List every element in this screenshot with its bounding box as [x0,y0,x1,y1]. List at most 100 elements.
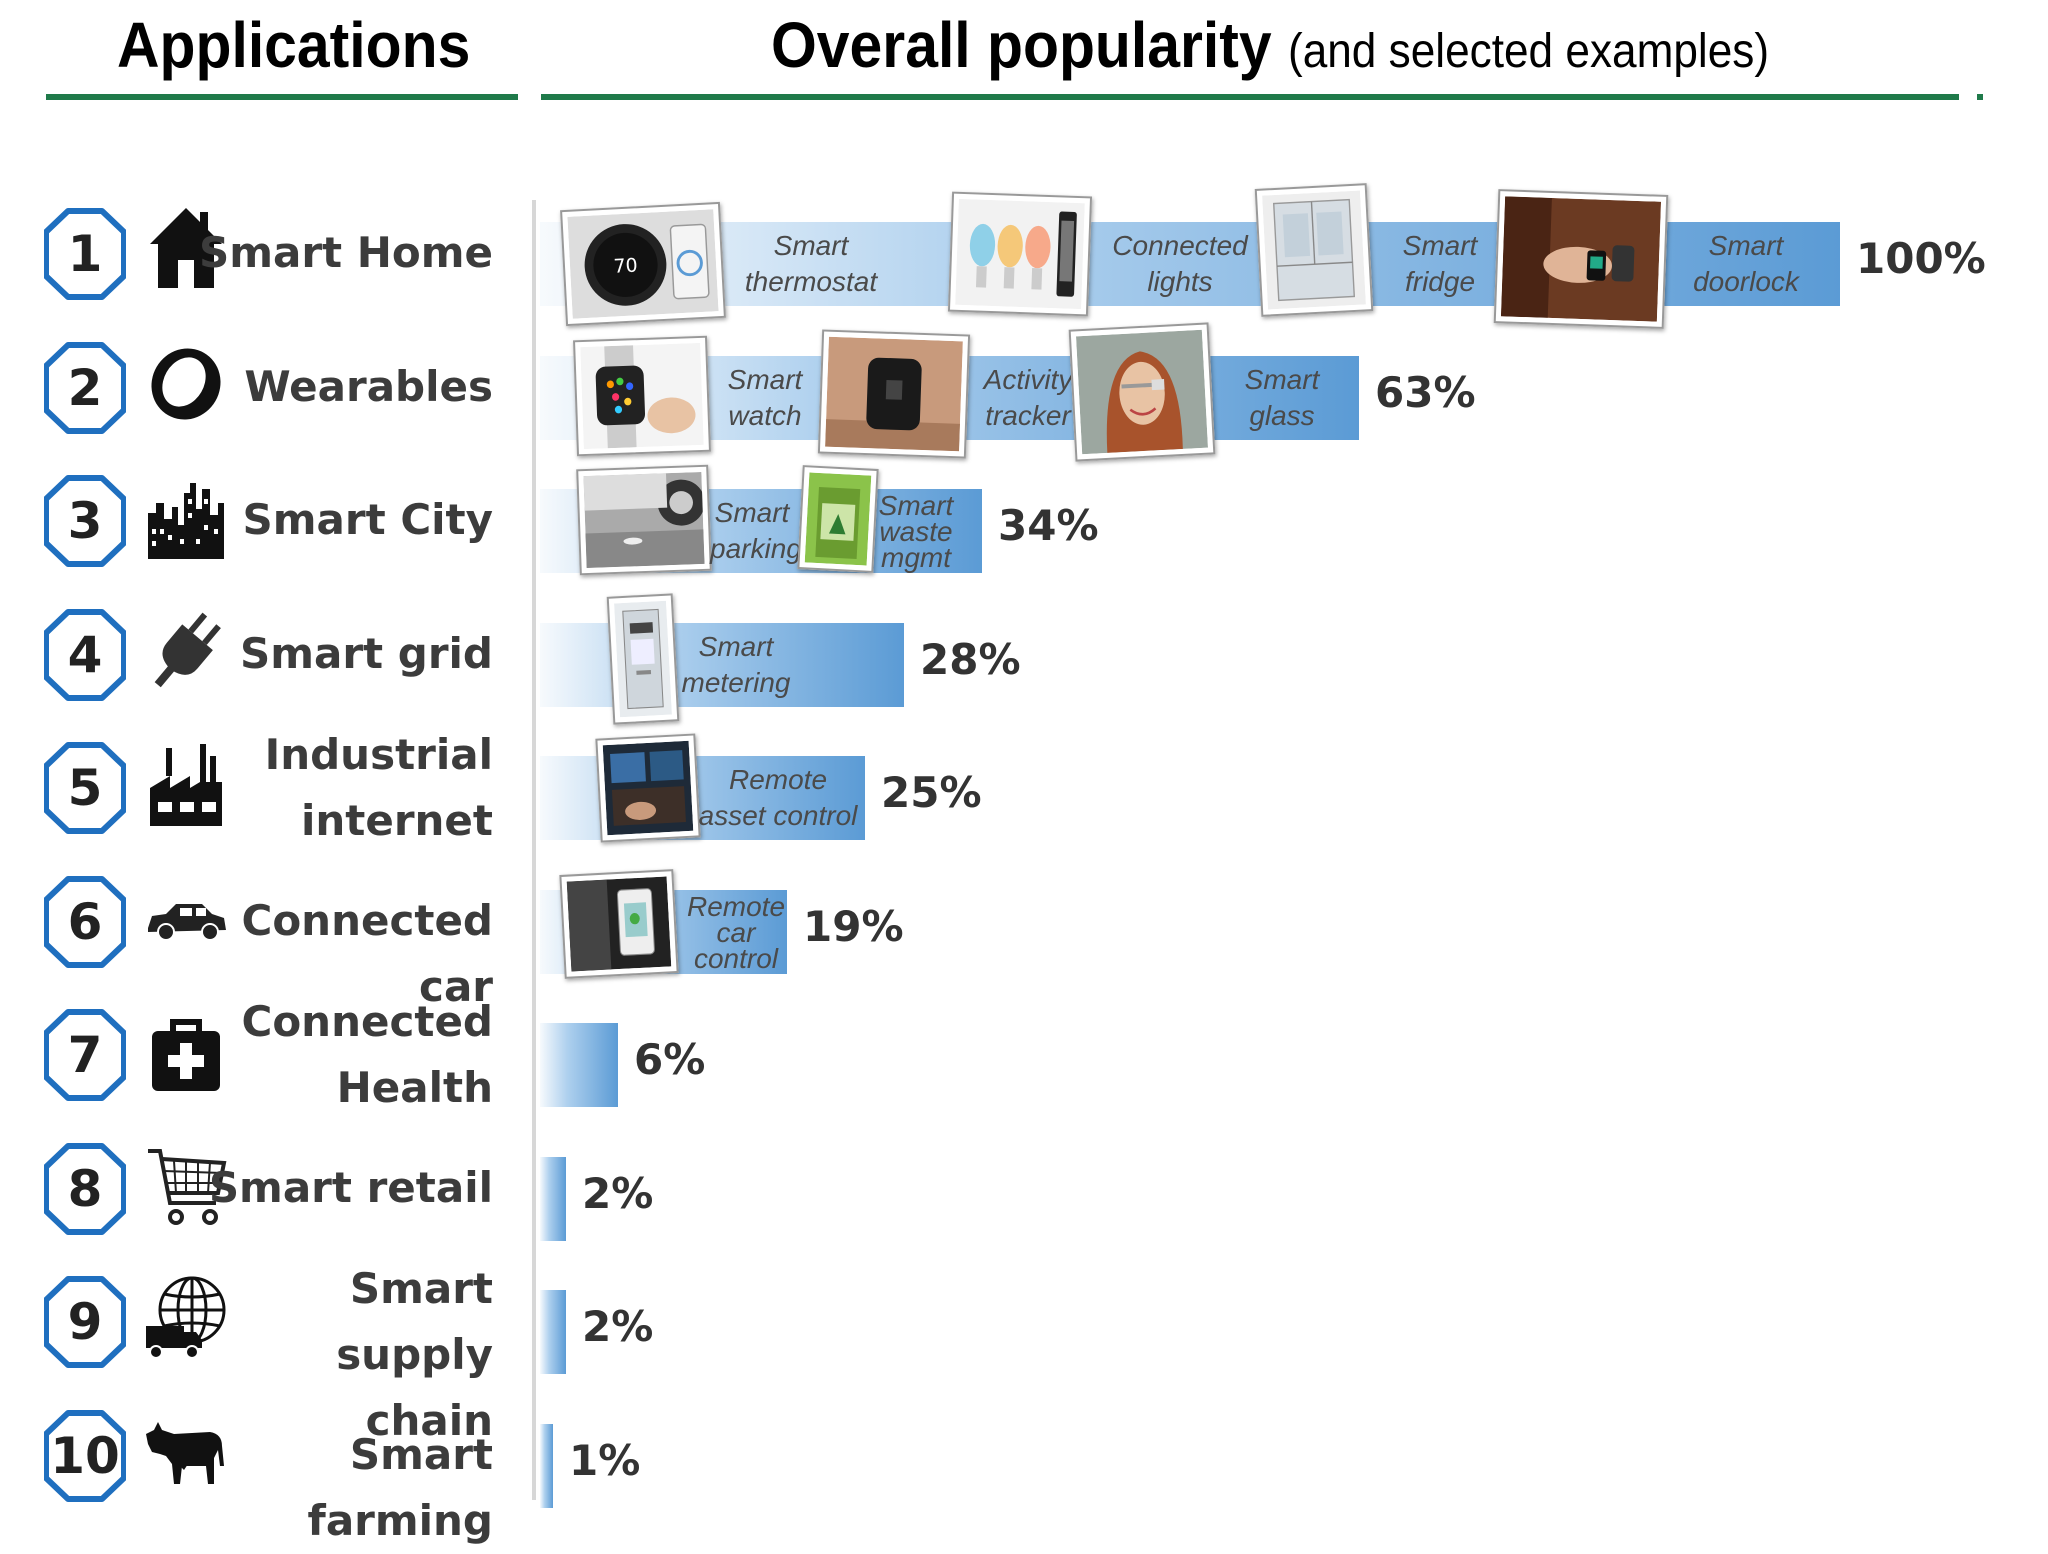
example-label-line: watch [728,399,802,431]
category-label: Connected car [193,888,494,1020]
example-photo-watch [573,335,711,456]
category-label: Smart grid [193,621,493,687]
example-label-line: waste [879,516,953,547]
example-label: Activity tracker [968,362,1088,434]
example-label: Smart glass [1212,362,1352,434]
rank-badge: 2 [44,341,126,434]
category-label-line: Smart City [242,495,493,544]
cow-icon [144,1404,228,1500]
category-label-line: internet [300,796,493,845]
example-photo-fridge [1254,183,1374,317]
bar-axis-line [532,200,536,1500]
category-label: Smart City [193,487,493,553]
category-label-line: Industrial [264,730,493,779]
header-rule-end [1977,94,1983,100]
rank-badge: 3 [44,475,126,567]
rank-number: 6 [67,892,103,951]
value-label: 6% [634,1035,706,1084]
category-label: Smart supply chain [193,1256,493,1454]
category-label-line: Smart retail [208,1162,493,1212]
rank-number: 9 [67,1293,103,1351]
example-label: Smart doorlock [1666,228,1826,300]
example-label-line: thermostat [744,266,878,297]
rank-badge: 1 [44,208,126,300]
applications-header: Applications [117,9,471,81]
rank-number: 1 [67,225,103,283]
rank-number: 3 [67,492,103,550]
value-label: 63% [1375,367,1476,417]
city-icon [144,469,228,565]
example-label-line: Activity [983,363,1073,395]
category-label-line: Smart supply [336,1264,493,1379]
rank-number: 7 [67,1026,103,1084]
example-label-line: Smart [1244,363,1320,395]
chart-row: 1 Smart Home 100% 70 Smart thermostat Connecte… [0,183,2048,338]
rank-badge: 10 [44,1409,126,1502]
rank-number: 5 [67,759,103,817]
medkit-icon [144,1003,228,1099]
example-label-line: control [693,942,779,974]
example-label-line: fridge [1404,266,1476,297]
example-label-line: Smart [773,230,849,261]
ring-icon [144,336,228,432]
example-label-line: car [716,916,756,948]
popularity-subtitle: (and selected examples) [1287,25,1770,78]
chart-row: 9 Smart supply chain 2% [0,1264,2048,1445]
example-photo-phonecar [559,868,679,979]
category-label: Smart Home [193,220,493,286]
example-label: Smart metering [676,629,796,701]
example-label-line: Smart [878,490,954,521]
example-photo-glass [1068,321,1216,462]
chart-row: 6 Connected car 19% Remote car control [0,868,2048,1011]
example-label: Smart waste mgmt [874,490,958,573]
example-label-line: metering [681,666,791,698]
value-label: 19% [803,901,904,951]
category-label-line: Smart Home [198,228,493,277]
bar [540,1156,566,1241]
example-label-line: Smart [727,363,803,395]
header-rule-right [541,94,1959,100]
example-label-line: Smart [698,630,774,662]
chart-row: 8 Smart retail 2% [0,1142,2048,1273]
cart-icon [144,1137,228,1233]
rank-number: 10 [50,1426,120,1485]
example-photo-thermostat: 70 [560,201,726,327]
example-label: Smart fridge [1370,228,1510,300]
example-label-line: Smart [714,497,790,528]
category-label: Smart retail [193,1155,493,1221]
value-label: 100% [1856,234,1986,283]
rank-badge: 7 [44,1009,126,1101]
popularity-header: Overall popularity (and selected example… [771,8,1769,82]
bar [540,622,904,707]
rank-badge: 4 [44,608,126,701]
chart-row: 4 Smart grid 28% Smart metering [0,592,2048,739]
rank-number: 4 [67,625,103,684]
example-label: Smart watch [710,362,820,434]
value-label: 2% [582,1168,654,1218]
example-photo-meter [606,592,680,725]
category-label: Wearables [193,354,493,420]
rank-number: 8 [67,1159,103,1218]
example-label-line: Smart [1708,230,1784,261]
example-label: Smart parking [710,495,802,567]
header-rule-left [46,94,518,100]
rank-badge: 6 [44,875,126,968]
value-label: 2% [582,1302,654,1351]
example-label-line: mgmt [881,542,951,573]
example-label-line: Remote [686,890,786,922]
example-label-line: asset control [698,800,858,831]
category-label-line: chain [365,1396,493,1445]
rank-badge: 5 [44,742,126,834]
example-label: Connected lights [1090,228,1270,300]
category-label: Connected Health [193,989,494,1121]
svg-text:70: 70 [613,255,638,278]
example-photo-asset [595,733,701,843]
category-label-line: Smart farming [307,1429,493,1545]
car-icon [144,870,228,966]
chart-row: 7 Connected Health 6% [0,997,2048,1139]
rank-badge: 9 [44,1276,126,1368]
example-label-line: Remote [728,764,828,795]
chart-row: 3 Smart City 34% Smart parking Smart waste mgmt [0,464,2048,605]
factory-icon [144,736,228,832]
example-label-line: tracker [985,399,1071,431]
